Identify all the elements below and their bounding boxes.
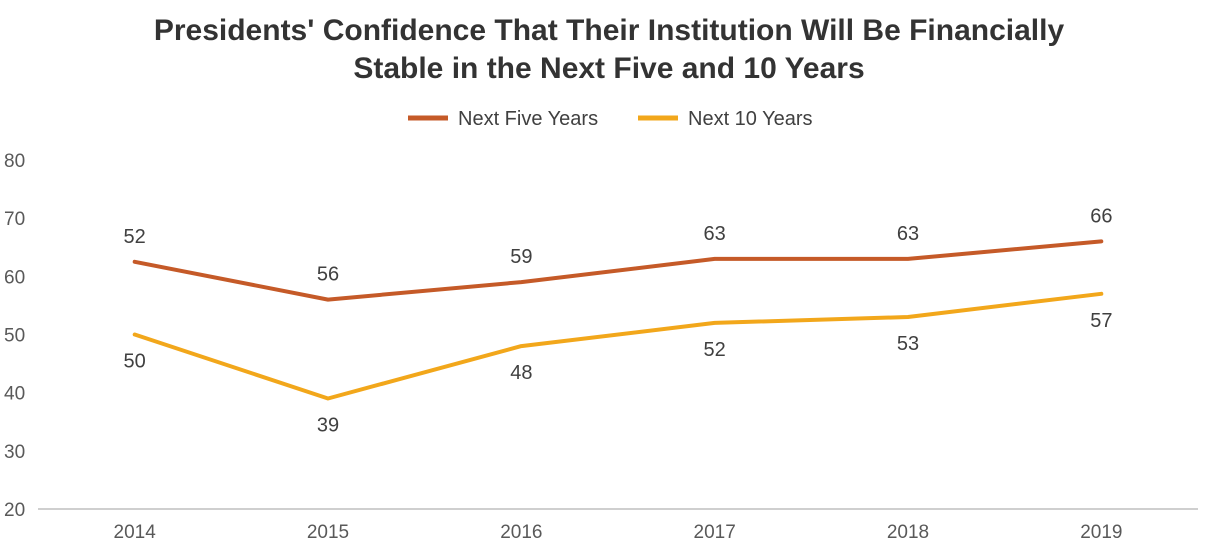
data-label: 52 (704, 339, 726, 361)
series-line (132, 291, 1104, 401)
legend-label: Next 10 Years (688, 108, 813, 130)
data-label: 48 (510, 362, 532, 384)
legend-label: Next Five Years (458, 108, 598, 130)
data-label: 66 (1090, 205, 1112, 227)
y-tick-label: 70 (4, 209, 25, 230)
x-axis: 2014 2015 2016 2017 2018 2019 (114, 522, 1123, 543)
y-tick-label: 40 (4, 384, 25, 405)
data-label: 63 (897, 223, 919, 245)
legend: Next Five Years Next 10 Years (408, 108, 813, 130)
chart-title-line-1: Presidents' Confidence That Their Instit… (154, 14, 1065, 47)
data-label: 59 (510, 246, 532, 268)
series-layer: 52 56 59 63 63 66 50 39 48 52 53 57 (124, 205, 1113, 436)
data-label: 50 (124, 351, 146, 373)
y-tick-label: 80 (4, 151, 25, 172)
chart-title-line-2: Stable in the Next Five and 10 Years (353, 52, 864, 85)
data-label: 56 (317, 264, 339, 286)
y-tick-label: 20 (4, 500, 25, 521)
x-tick-label: 2014 (114, 522, 157, 543)
x-tick-label: 2017 (694, 522, 736, 543)
y-tick-label: 50 (4, 326, 25, 347)
data-label: 52 (124, 226, 146, 248)
y-tick-label: 30 (4, 442, 25, 463)
data-label: 63 (704, 223, 726, 245)
data-label: 39 (317, 414, 339, 436)
data-label: 57 (1090, 310, 1112, 332)
data-label: 53 (897, 333, 919, 355)
series-line (132, 239, 1104, 302)
y-axis: 20 30 40 50 60 70 80 (4, 151, 25, 521)
x-tick-label: 2015 (307, 522, 349, 543)
x-tick-label: 2016 (500, 522, 542, 543)
x-tick-label: 2018 (887, 522, 929, 543)
y-tick-label: 60 (4, 267, 25, 288)
x-tick-label: 2019 (1080, 522, 1122, 543)
